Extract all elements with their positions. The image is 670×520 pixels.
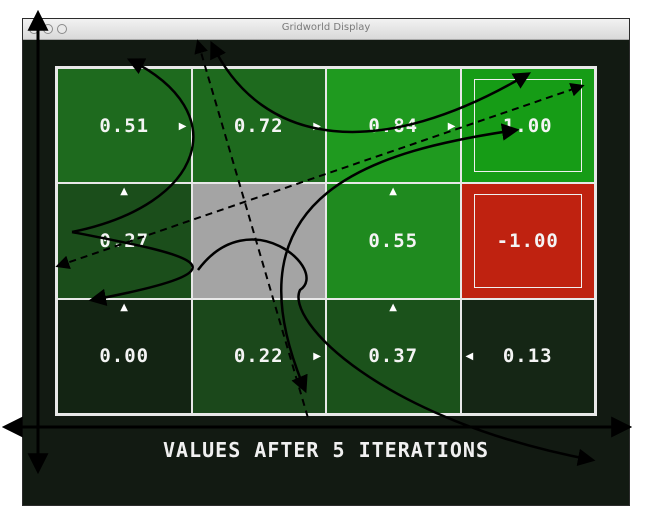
hyperbola-bottom: [196, 238, 596, 466]
cell-value: 0.00: [99, 345, 150, 368]
dashed-axis-2: [55, 83, 585, 269]
title-bar: Gridworld Display: [23, 19, 629, 40]
grid-cell: 0.00 ▲: [57, 298, 192, 414]
window-title: Gridworld Display: [281, 22, 371, 33]
iterations-label: VALUES AFTER 5 ITERATIONS: [162, 438, 490, 462]
zoom-button[interactable]: [57, 24, 67, 34]
hyperbola-right: [280, 123, 520, 394]
hyperbola-left-lower: [71, 230, 194, 307]
hyperbola-left: [71, 58, 195, 234]
hyperbola-top: [210, 40, 532, 134]
cell-value: 0.22: [233, 345, 284, 368]
arrow-up-icon: ▲: [120, 301, 128, 313]
